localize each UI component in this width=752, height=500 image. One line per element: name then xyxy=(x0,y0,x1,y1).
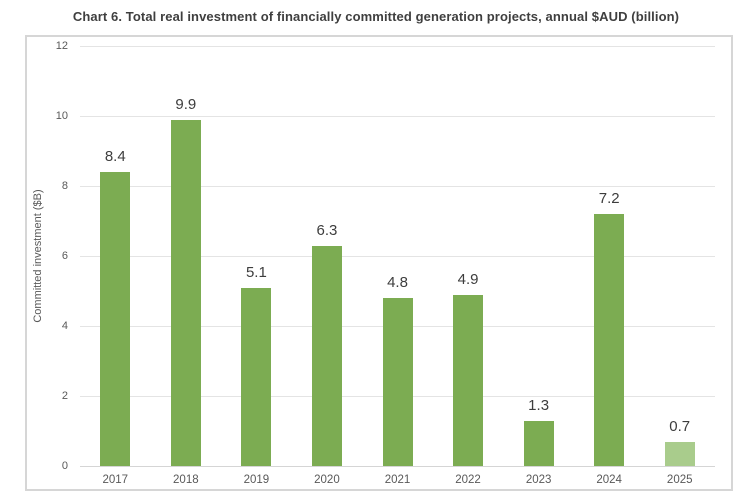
x-tick-label: 2018 xyxy=(173,474,199,486)
plot-area: 0 2 4 6 8 10 12 8.4 2017 9.9 2018 5.1 2019 6.3 2020 4.8… xyxy=(56,40,715,486)
bar-2022 xyxy=(453,294,484,466)
bar-2024 xyxy=(594,214,625,466)
bar-2025 xyxy=(664,441,695,466)
gridline xyxy=(80,256,715,257)
bar-2023 xyxy=(523,420,554,466)
x-axis-line xyxy=(80,466,715,467)
x-tick-label: 2021 xyxy=(384,474,411,486)
bar-value-label: 7.2 xyxy=(598,190,620,207)
y-tick-label: 2 xyxy=(61,390,68,402)
y-tick-label: 8 xyxy=(61,180,68,192)
x-tick-label: 2025 xyxy=(666,474,693,486)
bar-value-label: 1.3 xyxy=(528,396,550,414)
x-tick-label: 2017 xyxy=(102,474,129,486)
bar-value-label: 6.3 xyxy=(316,221,338,239)
y-tick-label: 6 xyxy=(61,250,68,262)
x-tick-label: 2020 xyxy=(314,474,340,486)
y-tick-label: 10 xyxy=(55,110,68,122)
gridline xyxy=(80,46,715,47)
y-tick-label: 4 xyxy=(61,320,68,332)
x-tick-label: 2022 xyxy=(455,474,481,486)
bar-value-label: 4.9 xyxy=(457,270,479,288)
bar-2019 xyxy=(241,287,272,466)
bar-value-label: 0.7 xyxy=(669,417,691,435)
bar-2020 xyxy=(311,245,342,466)
bar-2018 xyxy=(170,119,201,466)
gridline xyxy=(80,186,715,187)
y-axis-title: Committed investment ($B) xyxy=(32,189,44,323)
bar-value-label: 4.8 xyxy=(387,274,408,291)
chart-title: Chart 6. Total real investment of financ… xyxy=(72,9,680,24)
y-tick-label: 12 xyxy=(55,40,68,52)
bar-2021 xyxy=(382,298,413,466)
x-tick-label: 2024 xyxy=(596,474,622,486)
y-tick-label: 0 xyxy=(61,460,68,472)
gridline xyxy=(80,116,715,117)
bar-2017 xyxy=(100,172,131,466)
x-tick-label: 2019 xyxy=(243,474,270,486)
bar-value-label: 9.9 xyxy=(175,95,197,113)
bar-value-label: 5.1 xyxy=(245,263,267,281)
bar-value-label: 8.4 xyxy=(104,148,126,165)
x-tick-label: 2023 xyxy=(525,474,552,486)
